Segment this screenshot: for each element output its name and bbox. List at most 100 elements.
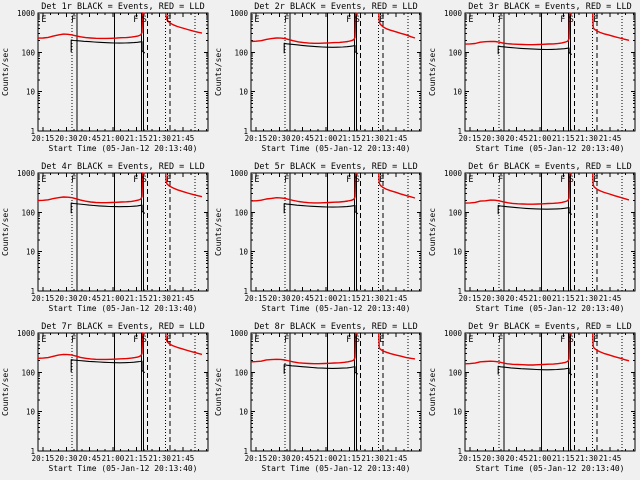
axes xyxy=(250,12,422,132)
x-tick-label: 21:00 xyxy=(102,454,125,463)
events-series xyxy=(497,204,572,215)
flag-letter: F xyxy=(347,175,352,185)
axis-frame xyxy=(250,332,422,452)
y-axis-label: Counts/sec xyxy=(428,368,437,416)
flag-letter: F xyxy=(284,15,289,25)
x-tick-label: 21:00 xyxy=(528,454,551,463)
flag-letter: E xyxy=(380,15,385,25)
flag-letter: F xyxy=(284,335,289,345)
x-tick-label: 21:00 xyxy=(315,294,338,303)
lld-series xyxy=(37,332,146,361)
x-tick-label: 20:45 xyxy=(292,134,315,143)
lld-series-post xyxy=(378,332,416,360)
flag-letter: E xyxy=(41,335,46,345)
axes xyxy=(250,332,422,452)
flag-letter: F xyxy=(71,15,76,25)
flag-letter: F xyxy=(71,335,76,345)
flag-letter: E xyxy=(380,335,385,345)
x-tick-label: 21:45 xyxy=(598,294,621,303)
y-axis-label: Counts/sec xyxy=(214,208,223,256)
y-tick-label: 1000 xyxy=(17,169,36,178)
x-axis-label: Start Time (05-Jan-12 20:13:40) xyxy=(48,144,197,153)
x-tick-label: 20:30 xyxy=(482,134,505,143)
x-tick-label: 20:15 xyxy=(32,134,55,143)
lld-series xyxy=(464,332,573,366)
panel-title: Det 8r BLACK = Events, RED = LLD xyxy=(255,322,418,332)
y-tick-label: 1 xyxy=(457,287,462,296)
flag-letter: F xyxy=(560,15,565,25)
x-tick-label: 20:45 xyxy=(505,454,528,463)
events-series xyxy=(497,45,572,55)
x-tick-label: 21:00 xyxy=(315,454,338,463)
axes xyxy=(464,12,636,132)
x-tick-label: 21:15 xyxy=(125,294,148,303)
x-tick-label: 20:30 xyxy=(268,294,291,303)
flag-letter: E xyxy=(255,335,260,345)
flag-letter: F xyxy=(498,175,503,185)
x-tick-label: 21:00 xyxy=(102,294,125,303)
x-tick-label: 21:45 xyxy=(172,454,195,463)
flag-letter: E xyxy=(468,175,473,185)
x-tick-label: 20:30 xyxy=(268,134,291,143)
flag-letter: E xyxy=(593,15,598,25)
x-tick-label: 20:30 xyxy=(55,294,78,303)
x-tick-label: 21:15 xyxy=(552,134,575,143)
y-tick-label: 1 xyxy=(457,127,462,136)
x-tick-label: 21:15 xyxy=(338,454,361,463)
x-axis-label: Start Time (05-Jan-12 20:13:40) xyxy=(262,464,411,473)
axes xyxy=(37,332,209,452)
x-tick-label: 21:30 xyxy=(362,454,385,463)
panel-det-6r: 20:15 20:30 20:45 21:00 21:15 21:30 21:45 1 10 10… xyxy=(428,162,636,313)
axis-frame xyxy=(250,12,422,132)
x-tick-label: 20:30 xyxy=(482,294,505,303)
axis-frame xyxy=(37,332,209,452)
x-tick-label: 21:45 xyxy=(598,454,621,463)
y-tick-label: 10 xyxy=(239,88,249,97)
x-tick-label: 20:30 xyxy=(55,454,78,463)
x-tick-label: 21:30 xyxy=(575,294,598,303)
y-tick-label: 10 xyxy=(26,88,36,97)
flag-letter: S xyxy=(355,15,360,25)
flag-letter: E xyxy=(468,335,473,345)
y-axis-label: Counts/sec xyxy=(428,48,437,96)
events-series xyxy=(283,42,359,55)
y-tick-label: 1000 xyxy=(230,329,249,338)
x-tick-label: 21:45 xyxy=(172,134,195,143)
axis-frame xyxy=(464,172,636,292)
axis-frame xyxy=(250,172,422,292)
x-axis-label: Start Time (05-Jan-12 20:13:40) xyxy=(475,304,624,313)
lld-series-post xyxy=(591,172,629,201)
lld-series-post xyxy=(165,12,203,34)
flag-letter: S xyxy=(355,335,360,345)
flag-letter: F xyxy=(133,15,138,25)
y-axis-label: Counts/sec xyxy=(1,208,10,256)
x-tick-label: 20:30 xyxy=(482,454,505,463)
x-tick-label: 20:45 xyxy=(292,454,315,463)
x-tick-label: 21:45 xyxy=(385,294,408,303)
y-tick-label: 100 xyxy=(448,48,462,57)
flag-letter: S xyxy=(355,175,360,185)
x-axis-label: Start Time (05-Jan-12 20:13:40) xyxy=(262,304,411,313)
events-series xyxy=(70,359,146,374)
flag-letter: F xyxy=(133,335,138,345)
y-tick-label: 10 xyxy=(26,248,36,257)
panel-title: Det 5r BLACK = Events, RED = LLD xyxy=(255,162,418,172)
lld-series xyxy=(37,172,146,204)
y-tick-label: 1 xyxy=(30,127,35,136)
lld-series xyxy=(251,12,359,45)
x-axis-label: Start Time (05-Jan-12 20:13:40) xyxy=(48,304,197,313)
x-tick-label: 21:00 xyxy=(528,134,551,143)
x-tick-label: 21:45 xyxy=(385,134,408,143)
x-axis-label: Start Time (05-Jan-12 20:13:40) xyxy=(475,464,624,473)
x-tick-label: 21:15 xyxy=(552,294,575,303)
flag-letter: S xyxy=(568,335,573,345)
flag-letter: F xyxy=(347,15,352,25)
x-axis-label: Start Time (05-Jan-12 20:13:40) xyxy=(475,144,624,153)
y-tick-label: 100 xyxy=(21,48,35,57)
x-tick-label: 20:45 xyxy=(292,294,315,303)
x-tick-label: 20:30 xyxy=(268,454,291,463)
y-tick-label: 100 xyxy=(235,208,249,217)
x-tick-label: 21:00 xyxy=(315,134,338,143)
flag-letter: S xyxy=(568,15,573,25)
y-tick-label: 1000 xyxy=(444,329,463,338)
